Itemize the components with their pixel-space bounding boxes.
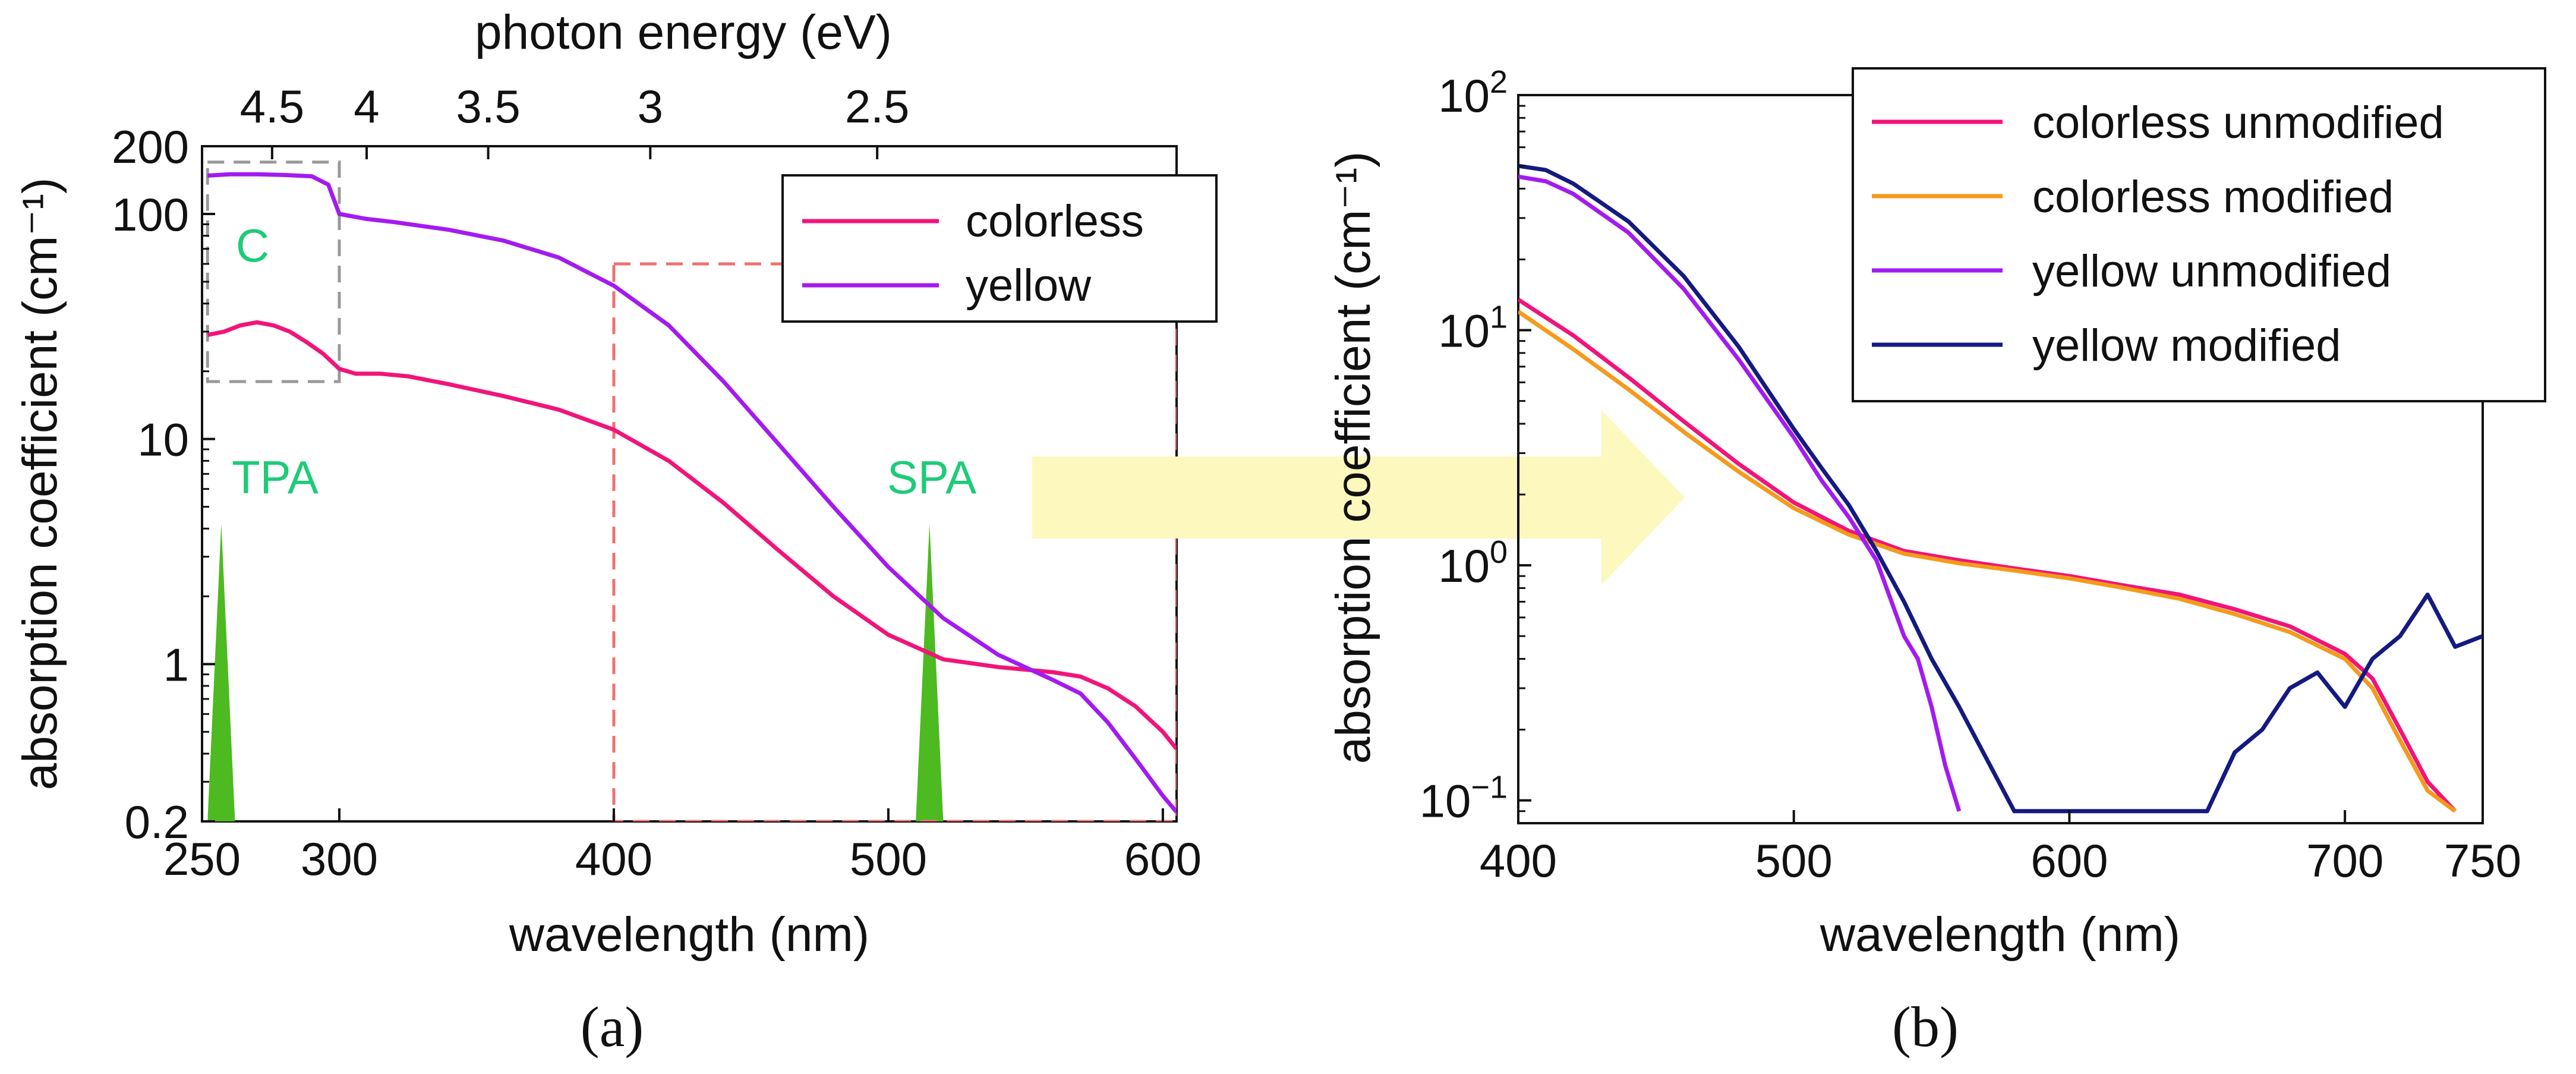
y-tick-label: 100: [1438, 534, 1508, 592]
transition-arrow: [1032, 410, 1685, 585]
spectral-line-spa: [916, 524, 944, 821]
x-tick-label: 500: [1755, 834, 1833, 887]
y-tick-label: 100: [112, 188, 189, 241]
panel-b-y-axis-title: absorption coefficient (cm⁻¹): [1326, 152, 1380, 764]
x-tick-label: 600: [1124, 833, 1202, 885]
legend-label-yellow: yellow: [966, 260, 1092, 311]
panel-a: 250 300 400 500 600 0.2 1 10 100 200 4.5 4 3.5 3 2.5 C…: [13, 5, 1218, 962]
top-tick-label: 3.5: [456, 80, 520, 133]
series-yellow: [207, 172, 1177, 814]
box-c: [206, 160, 341, 383]
annotation-tpa: TPA: [232, 451, 319, 503]
series-colorless-unmodified: [1518, 298, 2457, 813]
legend-label-yellow-modified: yellow modified: [2032, 320, 2341, 371]
x-tick-label: 600: [2030, 834, 2108, 887]
panel-label-b: (b): [1892, 995, 1959, 1059]
x-tick-label: 400: [1480, 834, 1557, 887]
top-tick-label: 4: [354, 80, 379, 133]
series-colorless: [207, 320, 1177, 751]
panel-b-legend: colorless unmodified colorless modified …: [1852, 67, 2546, 402]
top-tick-label: 2.5: [845, 80, 909, 133]
legend-label-yellow-unmodified: yellow unmodified: [2032, 246, 2391, 297]
spectral-line-tpa: [207, 524, 235, 821]
annotation-spa: SPA: [887, 451, 976, 503]
series-colorless-modified: [1518, 310, 2457, 813]
panel-label-a: (a): [581, 995, 644, 1059]
panel-a-legend-box: [781, 174, 1218, 323]
panel-a-y-axis-title: absorption coefficient (cm⁻¹): [13, 178, 67, 790]
y-tick-label: 101: [1438, 300, 1508, 357]
panel-a-x-axis-title: wavelength (nm): [509, 908, 869, 962]
panel-b-series: [1518, 163, 2483, 814]
panel-a-ticks: 250 300 400 500 600 0.2 1 10 100 200 4.5 4 3.5 3 2.5: [112, 80, 1202, 885]
legend-label-colorless-modified: colorless modified: [2032, 172, 2394, 222]
panel-b-x-axis-title: wavelength (nm): [1820, 908, 2180, 962]
panel-b-ticks: 400 500 600 700 750 10−1 100 101 102: [1420, 64, 2521, 887]
y-tick-label: 10−1: [1420, 770, 1508, 827]
x-tick-label: 400: [575, 833, 652, 885]
legend-label-colorless: colorless: [966, 196, 1144, 247]
top-tick-label: 4.5: [240, 80, 304, 133]
y-tick-label: 10: [137, 414, 189, 466]
panel-a-series: [207, 172, 1177, 814]
y-tick-label: 102: [1438, 64, 1508, 122]
box-zoom-region: [612, 262, 1177, 821]
y-tick-label: 0.2: [125, 796, 189, 848]
x-tick-label: 500: [850, 833, 927, 885]
x-tick-label: 700: [2306, 834, 2383, 887]
panel-a-spectral-lines: [207, 524, 944, 821]
annotation-c: C: [236, 219, 269, 272]
series-yellow-modified: [1518, 163, 2483, 814]
y-tick-label: 1: [163, 638, 189, 691]
legend-label-colorless-unmodified: colorless unmodified: [2032, 97, 2444, 148]
panel-b: 400 500 600 700 750 10−1 100 101 102 colorless u…: [1326, 64, 2546, 962]
top-tick-label: 3: [638, 80, 663, 133]
x-tick-label: 300: [301, 833, 378, 885]
panel-a-top-axis-title: photon energy (eV): [475, 5, 892, 59]
panel-a-legend: colorless yellow: [781, 174, 1218, 323]
series-yellow-unmodified: [1518, 174, 1962, 812]
x-tick-label: 250: [163, 833, 241, 885]
x-tick-label: 750: [2444, 834, 2521, 887]
y-tick-label: 200: [112, 121, 189, 173]
panel-a-boxes: [206, 160, 1177, 821]
